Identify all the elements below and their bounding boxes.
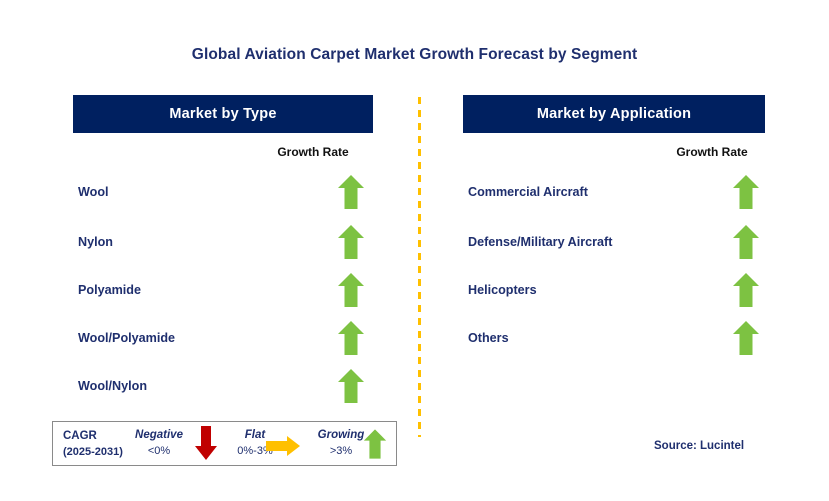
arrow-up-green-icon [363, 425, 387, 463]
legend-cagr-block: CAGR (2025-2031) [63, 428, 123, 460]
legend-item-name: Growing [317, 429, 365, 441]
arrow-up-green-icon [724, 224, 768, 260]
page-title: Global Aviation Carpet Market Growth For… [191, 46, 638, 63]
legend-item-name: Flat [244, 429, 266, 441]
row-label: Helicopters [468, 283, 537, 297]
legend-item-flat: Flat 0%-3% [221, 428, 289, 459]
source-note: Source: Lucintel [654, 440, 745, 452]
table-row: Helicopters [468, 270, 768, 310]
panel-header-market-by-application: Market by Application [463, 95, 765, 133]
legend-item-value: >3% [329, 445, 353, 457]
column-header-growth-rate-right: Growth Rate [676, 145, 748, 159]
table-row: Wool/Polyamide [78, 318, 373, 358]
row-label: Wool/Polyamide [78, 331, 176, 345]
table-row: Polyamide [78, 270, 373, 310]
vertical-dashed-divider [418, 97, 421, 437]
table-row: Nylon [78, 222, 373, 262]
legend-item-value: 0%-3% [237, 445, 273, 457]
table-row: Wool/Nylon [78, 366, 373, 406]
row-label: Wool [78, 185, 109, 199]
panel-header-label: Market by Application [536, 106, 692, 122]
column-header-growth-rate-left: Growth Rate [277, 145, 349, 159]
cagr-legend: CAGR (2025-2031) Negative <0% Flat 0%-3% [52, 421, 397, 466]
arrow-up-green-icon [329, 368, 373, 404]
arrow-up-green-icon [329, 224, 373, 260]
legend-item-negative: Negative <0% [125, 428, 193, 459]
arrow-up-green-icon [329, 320, 373, 356]
table-row: Others [468, 318, 768, 358]
legend-item-value: <0% [147, 445, 171, 457]
panel-header-market-by-type: Market by Type [73, 95, 373, 133]
arrow-up-green-icon [724, 174, 768, 210]
arrow-down-red-icon [194, 425, 218, 461]
table-row: Commercial Aircraft [468, 172, 768, 212]
row-label: Defense/Military Aircraft [468, 235, 613, 249]
legend-item-growing: Growing >3% [305, 428, 377, 459]
arrow-up-green-icon [329, 272, 373, 308]
row-label: Others [468, 331, 509, 345]
row-label: Wool/Nylon [78, 379, 148, 393]
row-label: Polyamide [78, 283, 141, 297]
arrow-up-green-icon [724, 320, 768, 356]
arrow-up-green-icon [329, 174, 373, 210]
arrow-up-green-icon [724, 272, 768, 308]
legend-item-name: Negative [135, 429, 183, 441]
table-row: Defense/Military Aircraft [468, 222, 768, 262]
row-label: Nylon [78, 235, 113, 249]
legend-cagr-label: CAGR [63, 430, 97, 442]
panel-header-label: Market by Type [169, 106, 277, 122]
legend-cagr-period: (2025-2031) [63, 446, 123, 458]
arrow-right-orange-icon [265, 435, 301, 457]
table-row: Wool [78, 172, 373, 212]
row-label: Commercial Aircraft [468, 185, 588, 199]
